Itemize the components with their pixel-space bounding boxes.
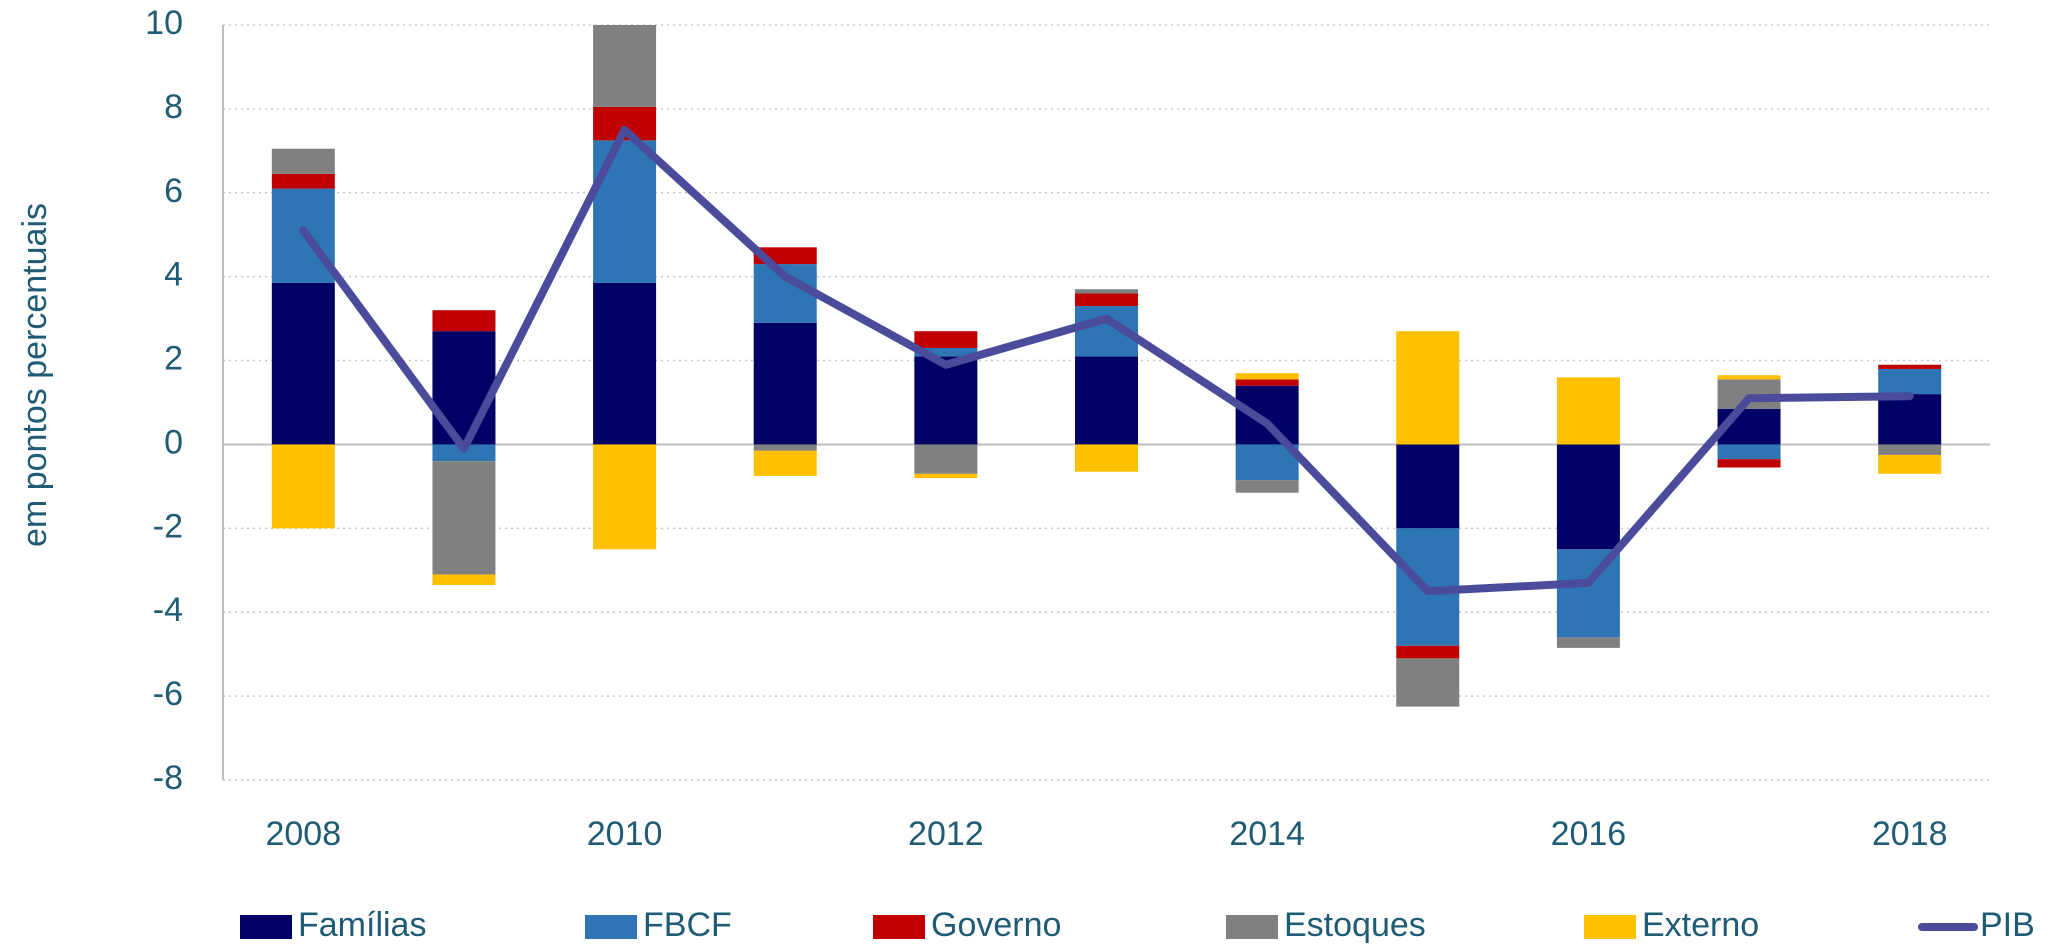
y-tick-label: -8 — [153, 759, 183, 797]
y-tick-label: -6 — [153, 675, 183, 713]
y-axis-label: em pontos percentuais — [16, 203, 54, 547]
legend-swatch — [240, 915, 292, 939]
y-tick-label: 0 — [164, 423, 183, 461]
legend-label: Governo — [931, 906, 1061, 944]
y-tick-label: -4 — [153, 591, 183, 629]
y-tick-label: 10 — [145, 4, 183, 42]
bar-segment — [1075, 289, 1138, 294]
y-tick-label: 2 — [164, 340, 183, 378]
bar-segment — [1878, 364, 1942, 369]
x-tick-label: 2010 — [587, 815, 663, 853]
bar-segment — [1717, 459, 1781, 468]
bar-segment — [1235, 385, 1299, 445]
bar-segment — [1556, 637, 1620, 648]
bar-segment — [271, 444, 335, 529]
bar-segment — [593, 140, 657, 283]
y-tick-label: 6 — [164, 172, 183, 210]
bar-segment — [1396, 331, 1460, 445]
legend-label: Famílias — [298, 906, 426, 944]
x-tick-label: 2018 — [1872, 815, 1948, 853]
y-tick-label: 8 — [164, 88, 183, 126]
y-tick-label: -2 — [153, 507, 183, 545]
x-tick-label: 2014 — [1229, 815, 1305, 853]
bar-segment — [432, 444, 496, 462]
bar-segment — [753, 450, 817, 476]
legend-swatch — [1584, 915, 1636, 939]
bar-segment — [1878, 394, 1942, 445]
bar-segment — [1878, 454, 1942, 474]
bar-segment — [593, 282, 657, 445]
bar-segment — [914, 331, 978, 348]
bar-segment — [914, 356, 978, 445]
bar-segment — [1075, 356, 1138, 445]
bar-segment — [753, 322, 817, 445]
bar-segment — [1235, 480, 1299, 493]
bar-segment — [271, 148, 335, 174]
bar-segment — [271, 173, 335, 189]
bar-segment — [432, 331, 496, 445]
legend-label: FBCF — [643, 906, 732, 944]
bar-segment — [1717, 444, 1781, 460]
bar-segment — [753, 444, 817, 451]
bar-segment — [1075, 444, 1138, 472]
bar-segment — [914, 473, 978, 478]
bar-segment — [914, 444, 978, 474]
bar-segment — [1878, 444, 1942, 455]
legend-swatch — [873, 915, 925, 939]
x-tick-label: 2016 — [1551, 815, 1627, 853]
bar-segment — [593, 444, 657, 550]
bar-segment — [1075, 293, 1138, 307]
bar-segment — [1878, 368, 1942, 395]
bar-segment — [271, 282, 335, 445]
legend-label: Externo — [1642, 906, 1759, 944]
legend-swatch — [1226, 915, 1278, 939]
line — [299, 125, 1914, 596]
bar-segment — [1717, 375, 1781, 380]
legend-swatch — [585, 915, 637, 939]
bar-segment — [593, 25, 657, 107]
x-tick-label: 2008 — [265, 815, 341, 853]
bar-segment — [1556, 444, 1620, 550]
bar-segment — [1396, 645, 1460, 659]
bar-segment — [914, 347, 978, 357]
bar-segment — [432, 310, 496, 332]
bar-segment — [1235, 379, 1299, 386]
legend-label: Estoques — [1284, 906, 1426, 944]
bar-segment — [1396, 444, 1460, 529]
x-tick-label: 2012 — [908, 815, 984, 853]
bar-segment — [432, 574, 496, 585]
bar-segment — [432, 461, 496, 575]
legend-label: PIB — [1980, 906, 2035, 944]
y-tick-label: 4 — [164, 256, 183, 294]
bar-segment — [1396, 658, 1460, 707]
bar-segment — [1556, 377, 1620, 445]
bar-segment — [1235, 373, 1299, 380]
